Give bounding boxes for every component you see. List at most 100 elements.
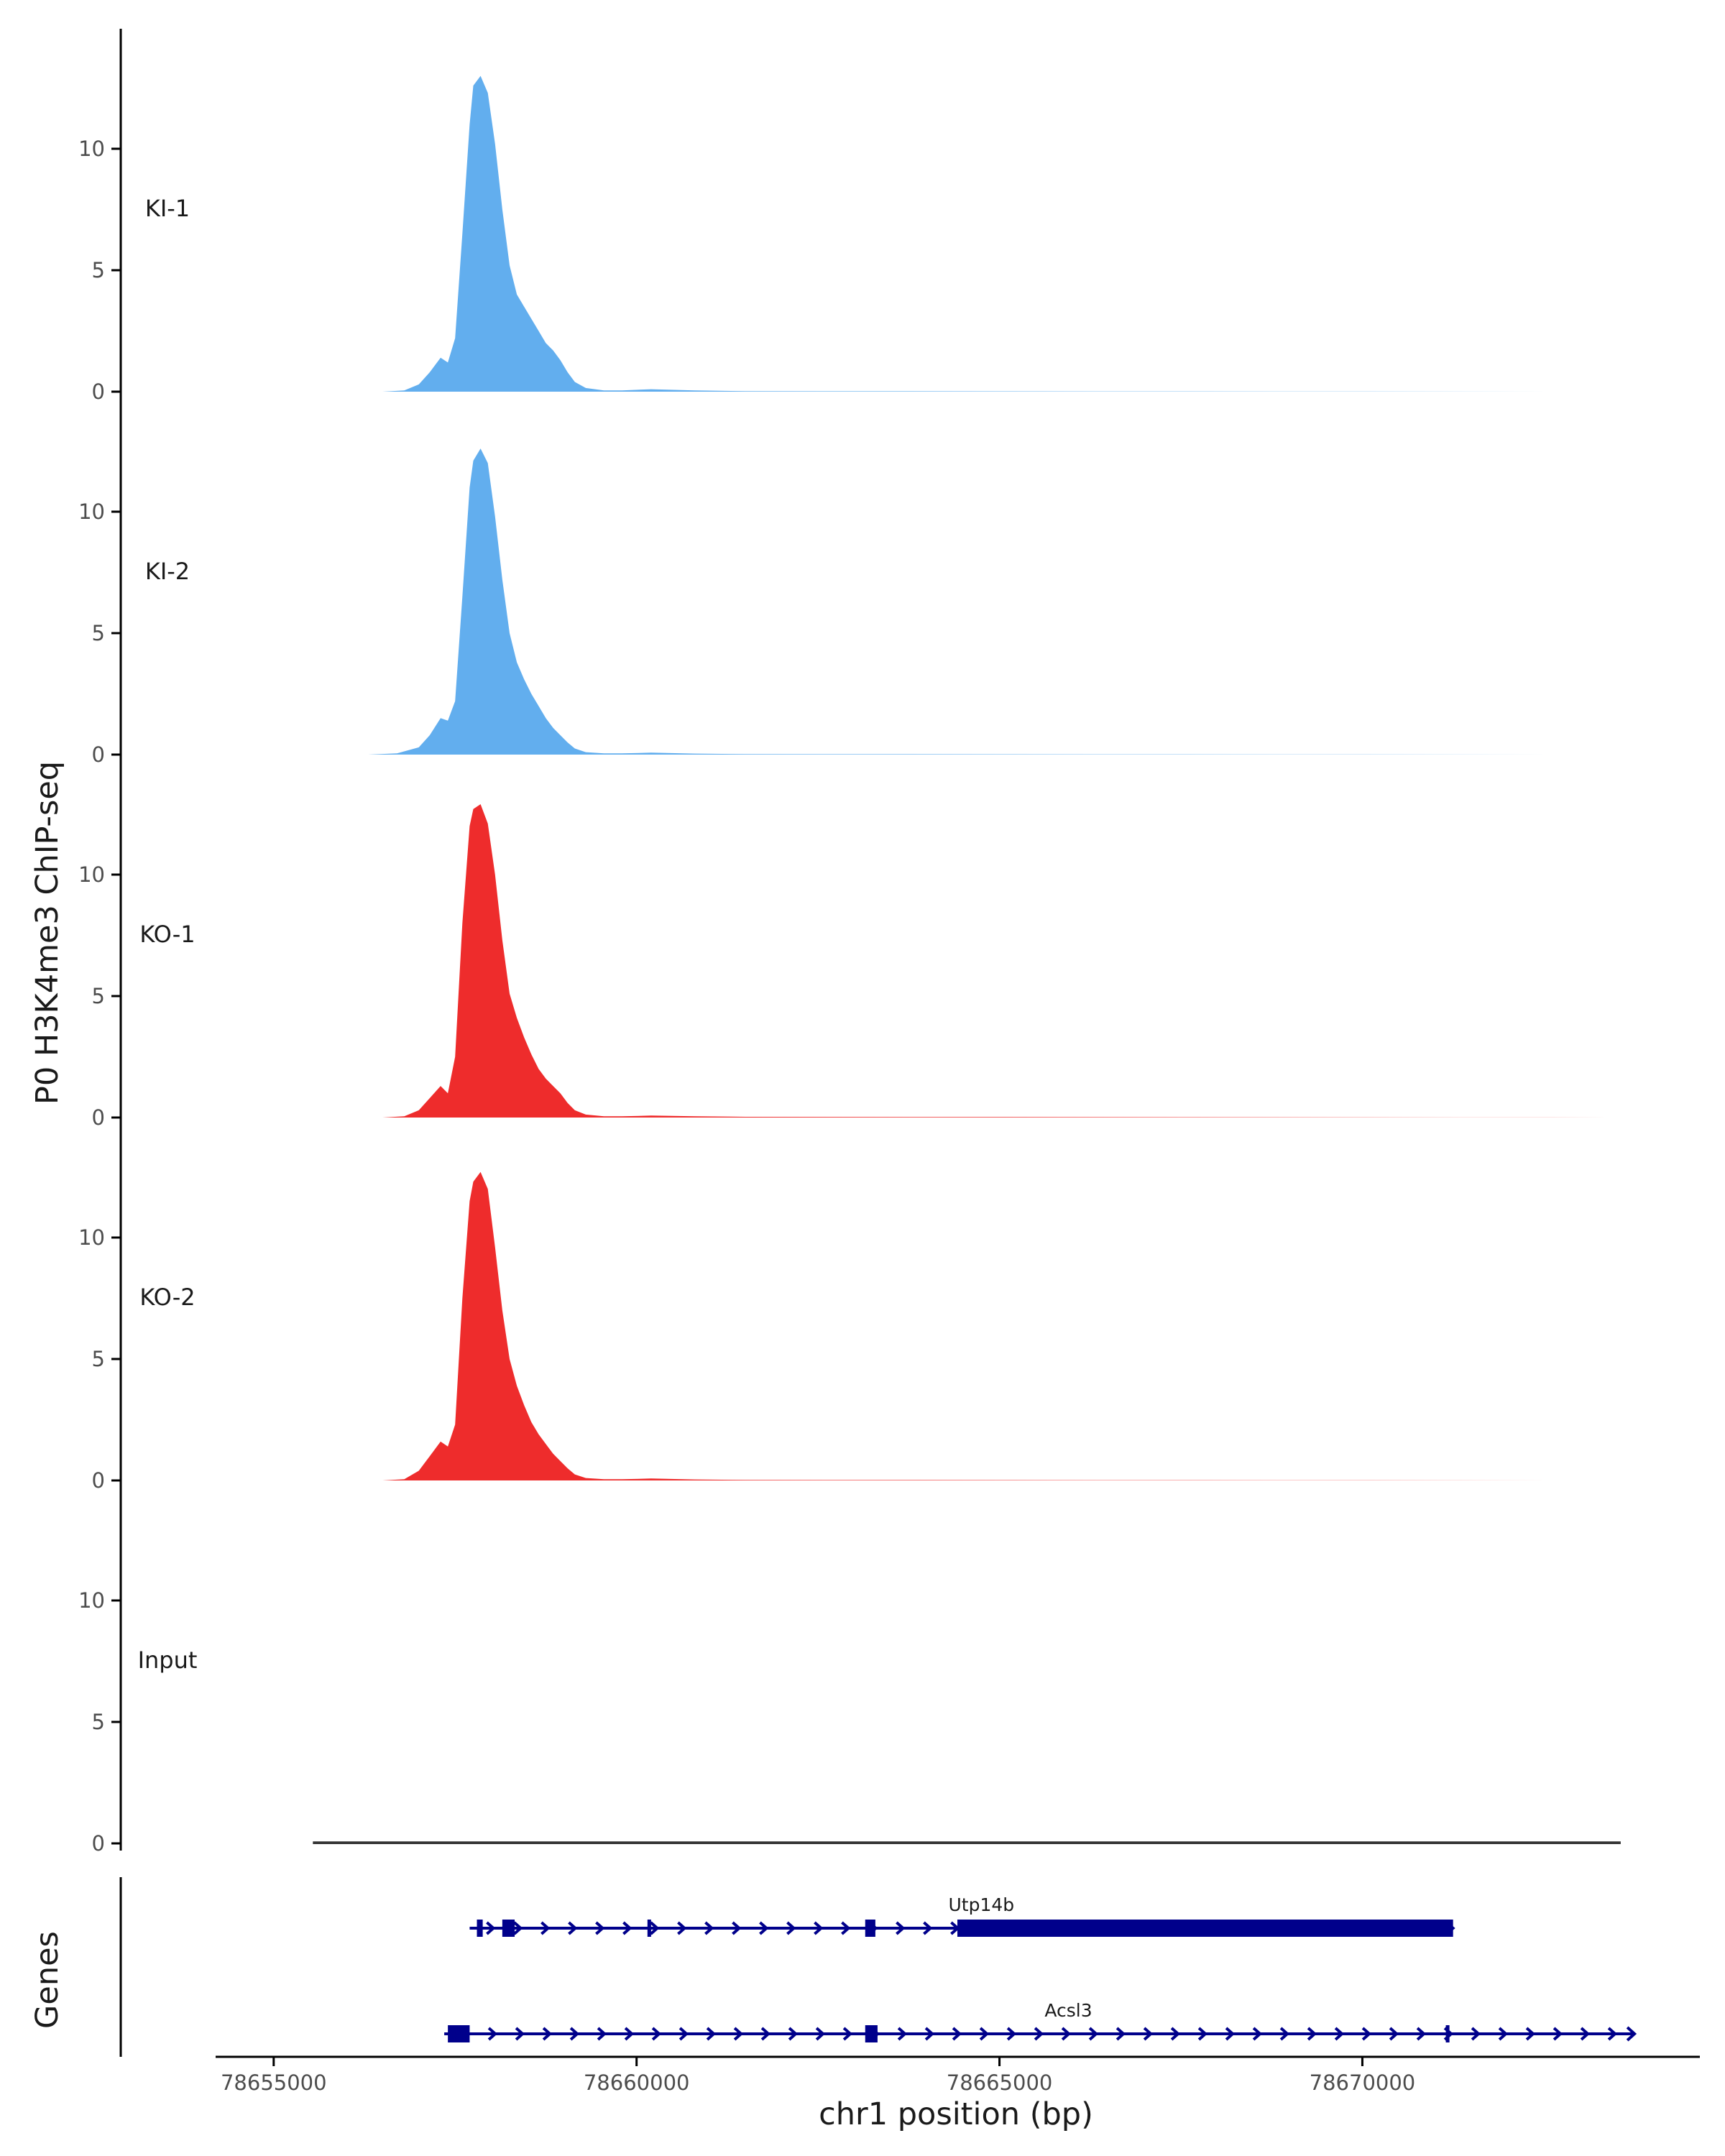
strand-arrow (1361, 2027, 1372, 2041)
strand-arrow (814, 1921, 824, 1935)
strand-arrow (897, 2027, 908, 2041)
strand-arrow (540, 1921, 551, 1935)
gene-acsl3: Acsl3 (444, 2000, 1637, 2042)
strand-arrow (486, 1921, 496, 1935)
track-label: KO-2 (139, 1284, 195, 1311)
track-ko-1: 0 5 10 KO-1 (78, 755, 1609, 1130)
strand-arrow (597, 2027, 607, 2041)
strand-arrow (622, 1921, 632, 1935)
y-tick-label: 0 (92, 742, 105, 767)
gene-exon (647, 1920, 651, 1937)
strand-arrow (1034, 2027, 1044, 2041)
strand-arrow (569, 2027, 580, 2041)
y-tick-label: 10 (78, 499, 105, 524)
track-label: KI-1 (145, 195, 190, 222)
strand-arrow (515, 2027, 525, 2041)
strand-arrow (1471, 2027, 1481, 2041)
track-label: Input (138, 1646, 198, 1674)
strand-arrow (1088, 2027, 1099, 2041)
strand-arrow (1416, 2027, 1427, 2041)
x-axis: 78655000 78660000 78665000 78670000 (216, 2055, 1700, 2095)
strand-arrow (706, 2027, 717, 2041)
strand-arrow (1252, 2027, 1263, 2041)
signal-area (313, 75, 1609, 392)
gene-exon (477, 1920, 483, 1937)
strand-arrow (1626, 2026, 1637, 2042)
signal-tracks: 0 5 10 KI-1 0 5 10 KI-2 0 5 10 KO-1 0 5 10 KO-2 0 5 10 Inpu… (78, 29, 1621, 1856)
strand-arrow (624, 2027, 635, 2041)
track-ko-2: 0 5 10 KO-2 (78, 1118, 1609, 1493)
strand-arrow (1580, 2027, 1591, 2041)
track-label: KI-2 (145, 558, 190, 585)
y-tick-label: 5 (92, 621, 105, 645)
signal-area (313, 804, 1609, 1118)
gene-exon (502, 1920, 515, 1937)
x-tick-label: 78660000 (584, 2070, 690, 2095)
strand-arrow (678, 2027, 689, 2041)
gene-exon (1445, 2025, 1450, 2042)
strand-arrow (542, 2027, 553, 2041)
gene-exon (957, 1920, 1453, 1937)
y-tick-label: 5 (92, 1710, 105, 1734)
x-tick-label: 78670000 (1310, 2070, 1416, 2095)
y-tick-label: 0 (92, 1105, 105, 1130)
strand-arrow (1552, 2027, 1563, 2041)
strand-arrow (979, 2027, 990, 2041)
strand-arrow (651, 2027, 662, 2041)
y-tick-label: 10 (78, 862, 105, 887)
track-ki-1: 0 5 10 KI-1 (78, 29, 1609, 404)
gene-utp14b: Utp14b (469, 1894, 1455, 1937)
strand-arrow (704, 1921, 714, 1935)
gene-exon (448, 2025, 470, 2042)
genes-panel: Utp14b Acsl3 (119, 1877, 1637, 2057)
y-tick-label: 0 (92, 379, 105, 404)
y-tick-label: 10 (78, 1588, 105, 1613)
x-tick-label: 78665000 (947, 2070, 1053, 2095)
strand-arrow (1525, 2027, 1536, 2041)
strand-arrow (896, 1921, 906, 1935)
strand-arrow (815, 2027, 826, 2041)
strand-arrow (760, 2027, 771, 2041)
strand-arrow (759, 1921, 769, 1935)
strand-arrow (841, 1921, 851, 1935)
strand-arrow (1143, 2027, 1154, 2041)
track-ki-2: 0 5 10 KI-2 (78, 392, 1609, 767)
strand-arrow (923, 1921, 933, 1935)
y-tick-label: 5 (92, 1347, 105, 1371)
strand-arrow (1197, 2027, 1208, 2041)
signal-area (368, 448, 1609, 755)
strand-arrow (1498, 2027, 1509, 2041)
strand-arrow (487, 2027, 498, 2041)
strand-arrow (1061, 2027, 1072, 2041)
genes-axis-title: Genes (29, 1931, 65, 2029)
x-tick-label: 78655000 (221, 2070, 327, 2095)
strand-arrow (733, 2027, 744, 2041)
strand-arrow (924, 2027, 935, 2041)
strand-arrow (788, 2027, 799, 2041)
strand-arrow (1607, 2027, 1618, 2041)
track-input: 0 5 10 Input (78, 1480, 1621, 1856)
strand-arrow (1116, 2027, 1126, 2041)
strand-arrow (568, 1921, 578, 1935)
y-tick-label: 10 (78, 137, 105, 161)
y-tick-label: 10 (78, 1225, 105, 1250)
strand-arrow (952, 2027, 962, 2041)
strand-arrow (1389, 2027, 1399, 2041)
y-tick-label: 0 (92, 1831, 105, 1856)
strand-arrow (595, 1921, 605, 1935)
strand-arrow (650, 1921, 660, 1935)
gene-exon (865, 1920, 875, 1937)
gene-label: Utp14b (948, 1894, 1014, 1915)
signal-area (313, 1171, 1609, 1480)
strand-arrow (1307, 2027, 1317, 2041)
y-tick-label: 0 (92, 1468, 105, 1493)
y-tick-label: 5 (92, 984, 105, 1008)
strand-arrow (732, 1921, 742, 1935)
strand-arrow (1279, 2027, 1290, 2041)
y-axis-title: P0 H3K4me3 ChIP-seq (29, 761, 65, 1105)
strand-arrow (1334, 2027, 1345, 2041)
strand-arrow (786, 1921, 796, 1935)
strand-arrow (1170, 2027, 1181, 2041)
strand-arrow (677, 1921, 687, 1935)
